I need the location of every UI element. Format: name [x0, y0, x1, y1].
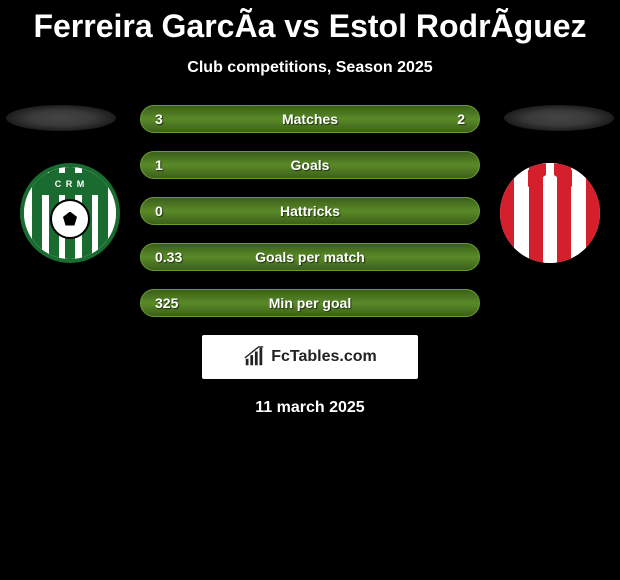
club-badge-left: C R M [20, 163, 120, 263]
stat-left-value: 0 [155, 203, 163, 219]
stat-row-goals-per-match: 0.33 Goals per match [140, 243, 480, 271]
player-left-shadow [6, 105, 116, 131]
club-left-initials: C R M [35, 173, 105, 195]
stat-label: Matches [282, 111, 338, 127]
stat-row-matches: 3 Matches 2 [140, 105, 480, 133]
stat-label: Goals [291, 157, 330, 173]
stat-label: Min per goal [269, 295, 351, 311]
stat-label: Hattricks [280, 203, 340, 219]
subtitle: Club competitions, Season 2025 [0, 59, 620, 77]
stat-left-value: 325 [155, 295, 178, 311]
club-badge-right [500, 163, 600, 263]
stat-left-value: 3 [155, 111, 163, 127]
bar-chart-icon [243, 346, 265, 368]
player-right-shadow [504, 105, 614, 131]
comparison-panel: C R M 3 Matches 2 1 Goals 0 Hattricks 0.… [0, 105, 620, 417]
stat-label: Goals per match [255, 249, 365, 265]
stat-left-value: 0.33 [155, 249, 182, 265]
date-label: 11 march 2025 [0, 399, 620, 417]
soccer-ball-icon [50, 199, 90, 239]
stat-left-value: 1 [155, 157, 163, 173]
stats-list: 3 Matches 2 1 Goals 0 Hattricks 0.33 Goa… [140, 105, 480, 317]
club-right-bow-icon [532, 163, 568, 187]
stat-right-value: 2 [457, 111, 465, 127]
watermark-text: FcTables.com [271, 348, 377, 366]
stat-row-min-per-goal: 325 Min per goal [140, 289, 480, 317]
page-title: Ferreira GarcÃ­a vs Estol RodrÃ­guez [0, 0, 620, 45]
stat-row-hattricks: 0 Hattricks [140, 197, 480, 225]
stat-row-goals: 1 Goals [140, 151, 480, 179]
watermark: FcTables.com [202, 335, 418, 379]
